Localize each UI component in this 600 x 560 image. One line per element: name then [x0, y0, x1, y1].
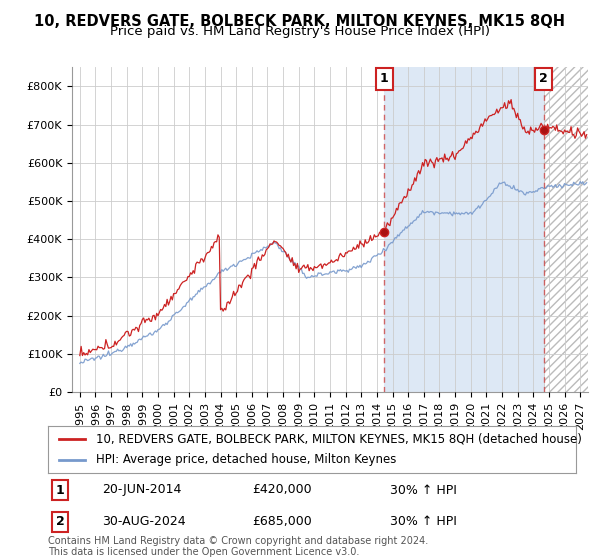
Text: 20-JUN-2014: 20-JUN-2014 [102, 483, 181, 497]
Text: 1: 1 [56, 483, 64, 497]
Text: 1: 1 [380, 72, 389, 85]
Text: 10, REDVERS GATE, BOLBECK PARK, MILTON KEYNES, MK15 8QH (detached house): 10, REDVERS GATE, BOLBECK PARK, MILTON K… [95, 432, 581, 445]
Text: 30-AUG-2024: 30-AUG-2024 [102, 515, 185, 529]
Bar [544, 67, 588, 392]
Bar [384, 67, 544, 392]
Text: 2: 2 [539, 72, 548, 85]
Text: 2: 2 [56, 515, 64, 529]
Text: 10, REDVERS GATE, BOLBECK PARK, MILTON KEYNES, MK15 8QH: 10, REDVERS GATE, BOLBECK PARK, MILTON K… [35, 14, 566, 29]
Text: Price paid vs. HM Land Registry's House Price Index (HPI): Price paid vs. HM Land Registry's House … [110, 25, 490, 38]
Text: 30% ↑ HPI: 30% ↑ HPI [390, 515, 457, 529]
Text: Contains HM Land Registry data © Crown copyright and database right 2024.
This d: Contains HM Land Registry data © Crown c… [48, 535, 428, 557]
Text: HPI: Average price, detached house, Milton Keynes: HPI: Average price, detached house, Milt… [95, 454, 396, 466]
Text: 30% ↑ HPI: 30% ↑ HPI [390, 483, 457, 497]
Text: £685,000: £685,000 [252, 515, 312, 529]
Text: £420,000: £420,000 [252, 483, 311, 497]
